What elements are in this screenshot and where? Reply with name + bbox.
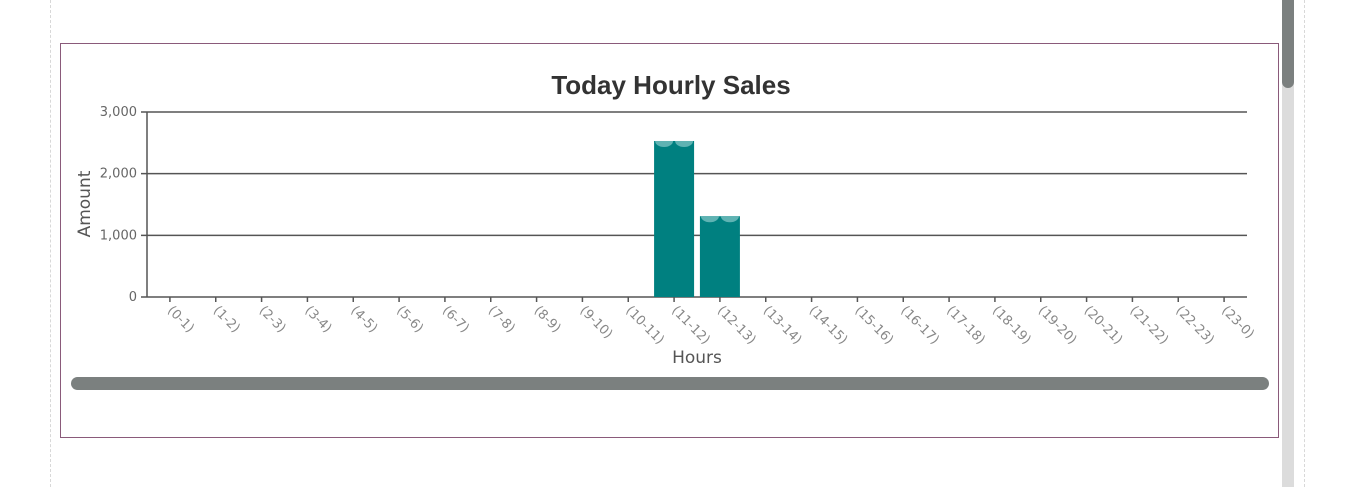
x-axis-ticks: (0-1) (1-2) (2-3) (3-4) (4-5) (5-6) (6-7) (7-8)… <box>164 297 1257 348</box>
bar-top-scallop <box>675 140 694 147</box>
y-tick-label: 3,000 <box>100 105 137 120</box>
bar-top-scallop <box>700 216 719 223</box>
x-tick-label: (22-23) <box>1172 303 1216 347</box>
vertical-scrollbar-thumb[interactable] <box>1282 0 1294 88</box>
x-tick-label: (14-15) <box>806 303 850 347</box>
bar-layer <box>654 140 740 297</box>
chart-panel: Today Hourly Sales 0 1,000 2,000 3,000 (0-1… <box>60 43 1279 438</box>
y-tick-label: 0 <box>129 290 137 305</box>
chart-svg: Today Hourly Sales 0 1,000 2,000 3,000 (0-1… <box>75 70 1257 368</box>
vertical-scrollbar-track[interactable] <box>1282 0 1294 487</box>
bar[interactable] <box>654 140 695 297</box>
x-tick-label: (7-8) <box>485 303 518 336</box>
x-tick-label: (1-2) <box>210 303 243 336</box>
x-tick-label: (13-14) <box>760 303 804 347</box>
x-tick-label: (8-9) <box>531 303 564 336</box>
x-tick-label: (20-21) <box>1081 303 1125 347</box>
horizontal-scrollbar[interactable] <box>71 377 1269 390</box>
x-tick-label: (21-22) <box>1127 303 1171 347</box>
y-axis-ticks: 0 1,000 2,000 3,000 <box>100 105 137 305</box>
bar[interactable] <box>699 216 740 297</box>
bar-top-scallop <box>655 140 674 147</box>
x-tick-label: (23-0) <box>1218 303 1257 342</box>
x-tick-label: (17-18) <box>943 303 987 347</box>
x-tick-label: (18-19) <box>989 303 1033 347</box>
x-tick-label: (16-17) <box>897 303 941 347</box>
x-tick-label: (2-3) <box>256 303 289 336</box>
x-tick-label: (9-10) <box>577 303 616 342</box>
x-tick-label: (11-12) <box>668 303 712 347</box>
bar-top-scallop <box>720 216 739 223</box>
x-tick-label: (10-11) <box>622 303 666 347</box>
x-tick-label: (4-5) <box>347 303 380 336</box>
x-tick-label: (12-13) <box>714 303 758 347</box>
x-tick-label: (6-7) <box>439 303 472 336</box>
x-tick-label: (15-16) <box>852 303 896 347</box>
x-tick-label: (3-4) <box>302 303 335 336</box>
chart-title: Today Hourly Sales <box>551 70 790 100</box>
x-tick-label: (5-6) <box>393 303 426 336</box>
x-tick-label: (0-1) <box>164 303 197 336</box>
x-tick-label: (19-20) <box>1035 303 1079 347</box>
left-guide-line <box>50 0 51 487</box>
x-axis-title: Hours <box>672 348 722 368</box>
right-guide-line <box>1304 0 1305 487</box>
y-tick-label: 2,000 <box>100 167 137 182</box>
y-tick-label: 1,000 <box>100 228 137 243</box>
y-axis-title: Amount <box>75 170 95 237</box>
